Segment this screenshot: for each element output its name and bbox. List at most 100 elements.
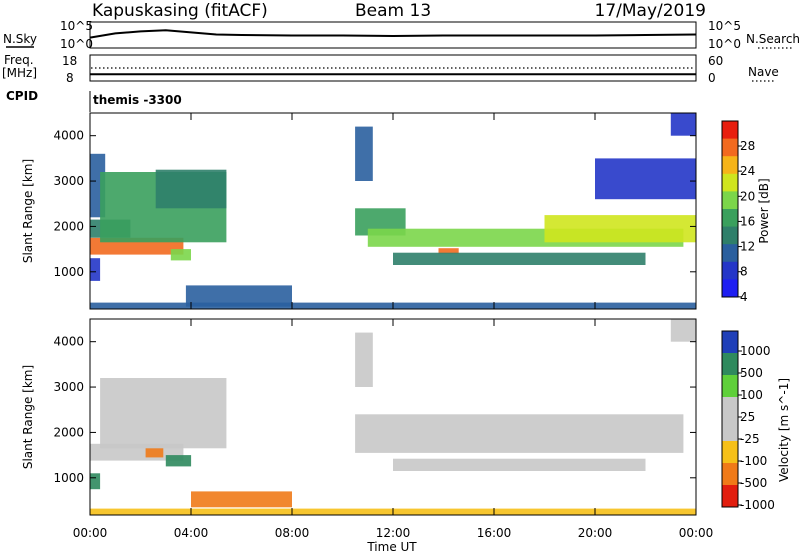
x-tick-label: 04:00 bbox=[174, 526, 209, 540]
vel-cbar-tick-label: 1000 bbox=[740, 344, 771, 358]
power-panel: 1000 2000 3000 4000 Slant Range [km] 28 24 20… bbox=[21, 112, 771, 310]
y-tick-label: 3000 bbox=[53, 380, 84, 394]
power-data-cell bbox=[155, 169, 227, 209]
velocity-colorbar: 1000 500 100 25 -25 -100 -500 -1000 bbox=[721, 330, 775, 512]
vel-data-cell bbox=[355, 414, 684, 453]
x-axis: 00:00 04:00 08:00 12:00 16:00 20:00 00:00 bbox=[73, 113, 714, 540]
vel-cbar-tick-label: -25 bbox=[740, 432, 760, 446]
freq-panel: Freq. [MHz] 18 8 60 0 Nave bbox=[2, 53, 779, 85]
power-ylabel: Slant Range [km] bbox=[21, 159, 35, 263]
vel-cbar-swatch bbox=[722, 397, 738, 420]
velocity-ylabel: Slant Range [km] bbox=[21, 365, 35, 469]
vel-cbar-tick-label: -100 bbox=[740, 454, 767, 468]
power-data-cell bbox=[438, 248, 459, 254]
noise-right-tick-top: 10^5 bbox=[708, 19, 741, 33]
date-title: 17/May/2019 bbox=[595, 1, 707, 21]
beam-title: Beam 13 bbox=[355, 1, 431, 21]
freq-label: Freq. bbox=[4, 53, 34, 67]
x-tick-label: 00:00 bbox=[73, 526, 108, 540]
y-tick-label: 4000 bbox=[53, 335, 84, 349]
vel-cbar-swatch bbox=[722, 331, 738, 354]
vel-cbar-swatch bbox=[722, 463, 738, 486]
power-cbar-swatch bbox=[722, 279, 738, 298]
vel-cbar-swatch bbox=[722, 485, 738, 508]
cpid-label: CPID bbox=[6, 89, 38, 103]
vel-cbar-swatch bbox=[722, 419, 738, 442]
freq-unit-label: [MHz] bbox=[2, 66, 37, 80]
noise-sky-label: N.Sky bbox=[3, 32, 37, 46]
noise-search-label: N.Search bbox=[746, 32, 800, 46]
power-data-cell bbox=[355, 126, 373, 181]
power-colorbar: 28 24 20 16 12 8 4 bbox=[721, 120, 755, 304]
vel-data-cell bbox=[90, 473, 101, 490]
y-tick-label: 3000 bbox=[53, 174, 84, 188]
x-tick-label: 12:00 bbox=[376, 526, 411, 540]
site-title: Kapuskasing (fitACF) bbox=[92, 1, 268, 21]
cpid-value: themis -3300 bbox=[93, 93, 182, 107]
vel-data-cell bbox=[393, 458, 646, 471]
y-tick-label: 4000 bbox=[53, 129, 84, 143]
power-cbar-tick-label: 4 bbox=[740, 290, 748, 304]
noise-left-tick-bottom: 10^0 bbox=[60, 37, 93, 51]
power-yticks: 1000 2000 3000 4000 bbox=[53, 129, 696, 279]
vel-cbar-tick-label: -1000 bbox=[740, 498, 775, 512]
vel-cbar-swatch bbox=[722, 375, 738, 398]
x-tick-label: 08:00 bbox=[275, 526, 310, 540]
vel-cbar-swatch bbox=[722, 353, 738, 376]
power-cbar-tick-label: 28 bbox=[740, 139, 755, 153]
power-cbar-swatch bbox=[722, 138, 738, 157]
x-tick-label: 00:00 bbox=[679, 526, 714, 540]
power-cbar-swatch bbox=[722, 173, 738, 192]
x-axis-label: Time UT bbox=[366, 540, 417, 554]
power-cbar-tick-label: 12 bbox=[740, 240, 755, 254]
velocity-yticks: 1000 2000 3000 4000 bbox=[53, 335, 696, 485]
noise-panel: N.Sky 10^5 10^0 10^5 10^0 N.Search bbox=[3, 19, 800, 51]
power-cbar-swatch bbox=[722, 226, 738, 245]
y-tick-label: 2000 bbox=[53, 219, 84, 233]
power-cbar-swatch bbox=[722, 261, 738, 280]
noise-left-tick-top: 10^5 bbox=[60, 19, 93, 33]
x-tick-label: 16:00 bbox=[477, 526, 512, 540]
power-data-cell bbox=[595, 158, 696, 200]
freq-right-tick-bottom: 0 bbox=[708, 71, 716, 85]
power-cbar-tick-label: 20 bbox=[740, 189, 755, 203]
cpid-panel: CPID themis -3300 bbox=[6, 89, 182, 112]
vel-data-cell bbox=[670, 319, 697, 342]
vel-data-cell bbox=[100, 378, 227, 449]
nave-label: Nave bbox=[748, 65, 779, 79]
vel-cbar-tick-label: 100 bbox=[740, 388, 763, 402]
velocity-panel: 1000 2000 3000 4000 Slant Range [km] 1000 50… bbox=[21, 318, 791, 516]
power-cbar-tick-label: 16 bbox=[740, 214, 755, 228]
vel-cbar-tick-label: 500 bbox=[740, 366, 763, 380]
velocity-cbar-label: Velocity [m s^-1] bbox=[777, 378, 791, 482]
vel-cbar-swatch bbox=[722, 441, 738, 464]
vel-data-cell bbox=[191, 491, 292, 508]
power-data-cell bbox=[185, 285, 292, 307]
vel-data-cell bbox=[355, 332, 373, 387]
vel-cbar-tick-label: 25 bbox=[740, 410, 755, 424]
y-tick-label: 2000 bbox=[53, 425, 84, 439]
y-tick-label: 1000 bbox=[53, 265, 84, 279]
vel-cbar-tick-label: -500 bbox=[740, 476, 767, 490]
velocity-data bbox=[90, 319, 697, 515]
noise-right-tick-bottom: 10^0 bbox=[708, 37, 741, 51]
power-cbar-swatch bbox=[722, 121, 738, 140]
freq-right-tick-top: 60 bbox=[708, 54, 723, 68]
power-data bbox=[90, 113, 697, 309]
vel-data-cell bbox=[145, 448, 164, 458]
power-cbar-swatch bbox=[722, 244, 738, 263]
power-cbar-swatch bbox=[722, 191, 738, 210]
noise-line bbox=[89, 29, 697, 39]
power-data-cell bbox=[90, 258, 101, 281]
x-tick-label: 20:00 bbox=[578, 526, 613, 540]
power-cbar-swatch bbox=[722, 209, 738, 228]
power-data-cell bbox=[544, 215, 696, 243]
vel-data-cell bbox=[165, 455, 192, 467]
freq-left-tick-bottom: 8 bbox=[66, 71, 74, 85]
y-tick-label: 1000 bbox=[53, 471, 84, 485]
power-data-cell bbox=[170, 249, 191, 261]
power-data-cell bbox=[670, 113, 697, 136]
power-cbar-tick-label: 8 bbox=[740, 265, 748, 279]
power-cbar-swatch bbox=[722, 156, 738, 175]
